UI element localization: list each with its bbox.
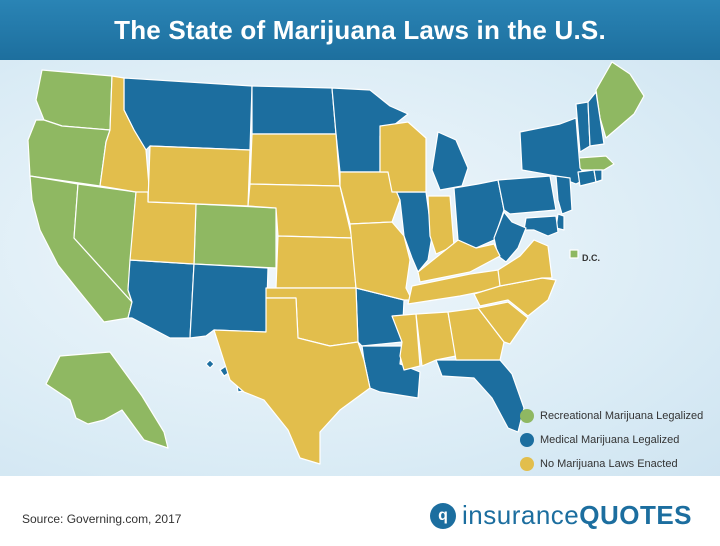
legend-label: Medical Marijuana Legalized [540, 434, 680, 446]
state-pa [497, 175, 557, 215]
title-bar: The State of Marijuana Laws in the U.S. [0, 0, 720, 60]
state-ga [447, 307, 505, 361]
state-wi [379, 121, 427, 193]
state-tx [213, 297, 371, 465]
state-nd [251, 85, 337, 135]
state-dc [569, 249, 579, 259]
legend-label: Recreational Marijuana Legalized [540, 410, 704, 422]
state-ct [577, 169, 597, 187]
state-nj [555, 175, 573, 215]
brand-text-part2: QUOTES [579, 500, 693, 530]
source-note: Source: Governing.com, 2017 [22, 512, 182, 526]
us-map [27, 61, 645, 465]
legend-label: No Marijuana Laws Enacted [540, 458, 678, 470]
state-ky [417, 239, 501, 283]
state-wy [147, 145, 251, 207]
brand-text-part1: insurance [462, 500, 580, 530]
state-mi [431, 131, 469, 191]
legend-swatch-none [520, 457, 534, 471]
state-me [595, 61, 645, 139]
state-md [523, 215, 559, 237]
state-sc [477, 301, 529, 345]
state-mo [349, 221, 413, 301]
state-fl [435, 359, 525, 433]
state-va [497, 239, 553, 287]
state-mt [123, 77, 253, 151]
dc-label: D.C. [582, 253, 600, 263]
legend-item-none: No Marijuana Laws Enacted [520, 452, 703, 476]
state-az [127, 259, 195, 339]
legend-item-medical: Medical Marijuana Legalized [520, 428, 703, 452]
legend-item-recreational: Recreational Marijuana Legalized [520, 404, 703, 428]
state-nm [189, 263, 269, 339]
state-sd [249, 133, 341, 187]
iq-logo-icon: q [430, 502, 456, 529]
legend: Recreational Marijuana Legalized Medical… [520, 404, 703, 476]
state-ut [129, 191, 197, 265]
state-ri [593, 169, 603, 183]
legend-swatch-medical [520, 433, 534, 447]
legend-swatch-recreational [520, 409, 534, 423]
page-title: The State of Marijuana Laws in the U.S. [114, 14, 606, 45]
state-ak [45, 351, 169, 449]
brand-logo: q insurance QUOTES [430, 500, 692, 531]
state-or [27, 119, 111, 187]
state-co [193, 203, 277, 269]
state-al [415, 311, 457, 367]
footer: Source: Governing.com, 2017 q insurance … [0, 476, 720, 546]
state-ks [275, 235, 357, 289]
state-nh [587, 91, 605, 147]
state-ma [577, 155, 615, 171]
map-area: D.C. Recreational Marijuana Legalized Me… [0, 60, 720, 476]
state-nc [473, 277, 557, 317]
state-in [427, 195, 455, 255]
